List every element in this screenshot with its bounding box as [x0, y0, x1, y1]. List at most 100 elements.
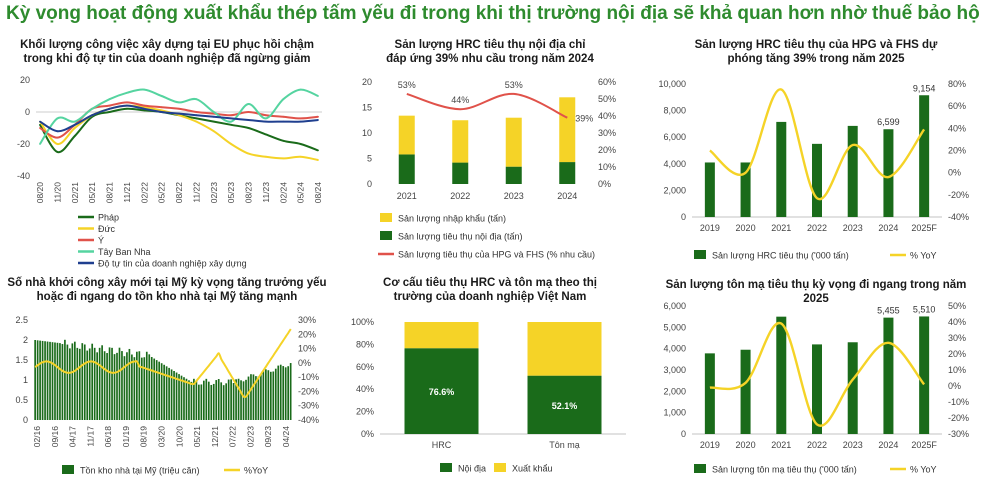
us-x-tick: 04/24: [281, 426, 291, 448]
us-inventory-bar: [180, 375, 183, 420]
eu-x-tick: 11/22: [191, 182, 201, 203]
us-y-tick: 0: [23, 415, 28, 425]
eu-series-point: [195, 117, 198, 120]
eu-series-point: [73, 123, 76, 126]
eu-series-point: [247, 119, 250, 121]
us-inventory-bar: [71, 343, 74, 420]
gs-bar: [847, 342, 858, 434]
eu-series-point: [195, 114, 198, 117]
eu-series-point: [317, 119, 319, 121]
hrc-hpg-chart: 0 2,000 4,000 6,000 8,000 10,000 -40% -20% 0% 20%…: [658, 79, 969, 261]
eu-x-tick: 08/20: [35, 182, 45, 204]
eu-x-tick: 05/22: [157, 182, 167, 204]
eu-x-tick: 11/23: [261, 182, 271, 203]
eu-legend-label: Đức: [98, 224, 116, 234]
gs-y2-tick: 10%: [948, 365, 966, 375]
us-x-tick: 02/23: [245, 426, 255, 448]
us-inventory-bar: [210, 384, 213, 420]
hrch-legend-label: % YoY: [910, 251, 937, 261]
eu-series-point: [299, 143, 302, 145]
us-inventory-bar: [148, 354, 151, 420]
eu-series-point: [125, 104, 128, 107]
eu-series-point: [247, 103, 250, 105]
gs-y2-tick: 30%: [948, 333, 966, 343]
panel-galvanized: Sản lượng tôn mạ tiêu thụ kỳ vọng đi nga…: [648, 274, 984, 484]
us-legend-label: %YoY: [244, 466, 268, 476]
hrch-y-tick: 0: [681, 212, 686, 222]
panel-consumption-structure: Cơ cấu tiêu thụ HRC và tôn mạ theo thị t…: [340, 274, 640, 484]
us-inventory-bar: [245, 379, 247, 420]
eu-legend-label: Ý: [98, 236, 104, 246]
hrch-x-tick: 2023: [843, 223, 863, 233]
hrcd-data-label: 39%: [575, 114, 593, 124]
hrch-y2-tick: 0%: [948, 168, 961, 178]
us-legend-swatch: [62, 465, 74, 474]
us-inventory-bar: [272, 371, 275, 420]
cs-y-tick: 40%: [356, 384, 374, 394]
gs-y2-tick: 40%: [948, 317, 966, 327]
us-inventory-bar: [198, 384, 200, 420]
eu-series-point: [230, 114, 233, 117]
us-inventory-bar: [262, 371, 265, 420]
hrch-bar: [740, 162, 751, 217]
eu-series-point: [317, 149, 319, 152]
gs-y2-tick: 50%: [948, 301, 966, 311]
eu-series-point: [264, 114, 267, 117]
gs-x-tick: 2020: [736, 440, 756, 450]
eu-series-point: [247, 152, 250, 155]
hrcd-x-tick: 2021: [397, 191, 417, 201]
us-inventory-bar: [257, 376, 260, 420]
us-x-tick: 03/20: [157, 426, 167, 448]
us-inventory-bar: [212, 383, 215, 420]
us-inventory-bar: [240, 380, 242, 420]
eu-y-tick: -20: [17, 139, 30, 149]
eu-series-point: [56, 117, 59, 120]
us-inventory-bar: [274, 368, 277, 420]
hrc-domestic-chart: 0 5 10 15 20 0% 10% 20% 30% 40% 50% 60% 2021 2022 2023…: [362, 77, 616, 260]
eu-series-point: [160, 111, 163, 113]
us-inventory-bar: [116, 352, 118, 420]
hrcd-x-tick: 2024: [557, 191, 577, 201]
us-inventory-bar: [190, 381, 193, 420]
us-inventory-bar: [265, 369, 267, 420]
us-inventory-bar: [140, 357, 143, 420]
hrch-x-tick: 2024: [878, 223, 898, 233]
hrcd-y2-tick: 10%: [598, 162, 616, 172]
eu-series-point: [125, 107, 128, 110]
hrcd-y2-tick: 20%: [598, 145, 616, 155]
eu-x-tick: 11/20: [52, 182, 62, 203]
us-inventory-bar: [46, 341, 49, 420]
us-y-tick: 1.5: [15, 355, 28, 365]
hrch-x-tick: 2021: [771, 223, 791, 233]
eu-legend-label: Độ tự tin của doanh nghiệp xây dựng: [98, 259, 247, 269]
us-inventory-bar: [150, 357, 153, 420]
hrcd-y2-tick: 40%: [598, 111, 616, 121]
gs-bar: [919, 316, 930, 434]
hrch-yoy-line: [709, 88, 926, 201]
eu-series-point: [143, 106, 146, 109]
eu-y-tick: 0: [25, 107, 30, 117]
eu-series-point: [178, 112, 180, 115]
hrch-y-tick: 2,000: [663, 185, 686, 195]
eu-series-point: [212, 130, 215, 133]
gs-bar: [740, 349, 751, 434]
hrcd-bar-domestic: [452, 162, 469, 184]
us-y2-tick: 30%: [298, 315, 316, 325]
gs-bar: [704, 353, 715, 434]
us-inventory-bar: [255, 376, 257, 420]
us-inventory-bar: [83, 344, 86, 420]
us-inventory-bar: [138, 351, 141, 420]
gs-legend-label: % YoY: [910, 465, 937, 475]
us-inventory-bar: [64, 339, 66, 420]
us-inventory-bar: [98, 347, 101, 420]
hrcd-x-tick: 2022: [450, 191, 470, 201]
eu-x-tick: 08/22: [174, 182, 184, 204]
eu-series-point: [282, 157, 285, 160]
us-inventory-bar: [145, 351, 148, 420]
hrch-x-tick: 2019: [700, 223, 720, 233]
hrcd-pct-line: [406, 92, 568, 119]
hrcd-legend-swatch: [380, 231, 392, 240]
cs-bar-export: [404, 322, 479, 349]
gs-y-tick: 6,000: [663, 301, 686, 311]
gs-x-tick: 2025F: [911, 440, 937, 450]
